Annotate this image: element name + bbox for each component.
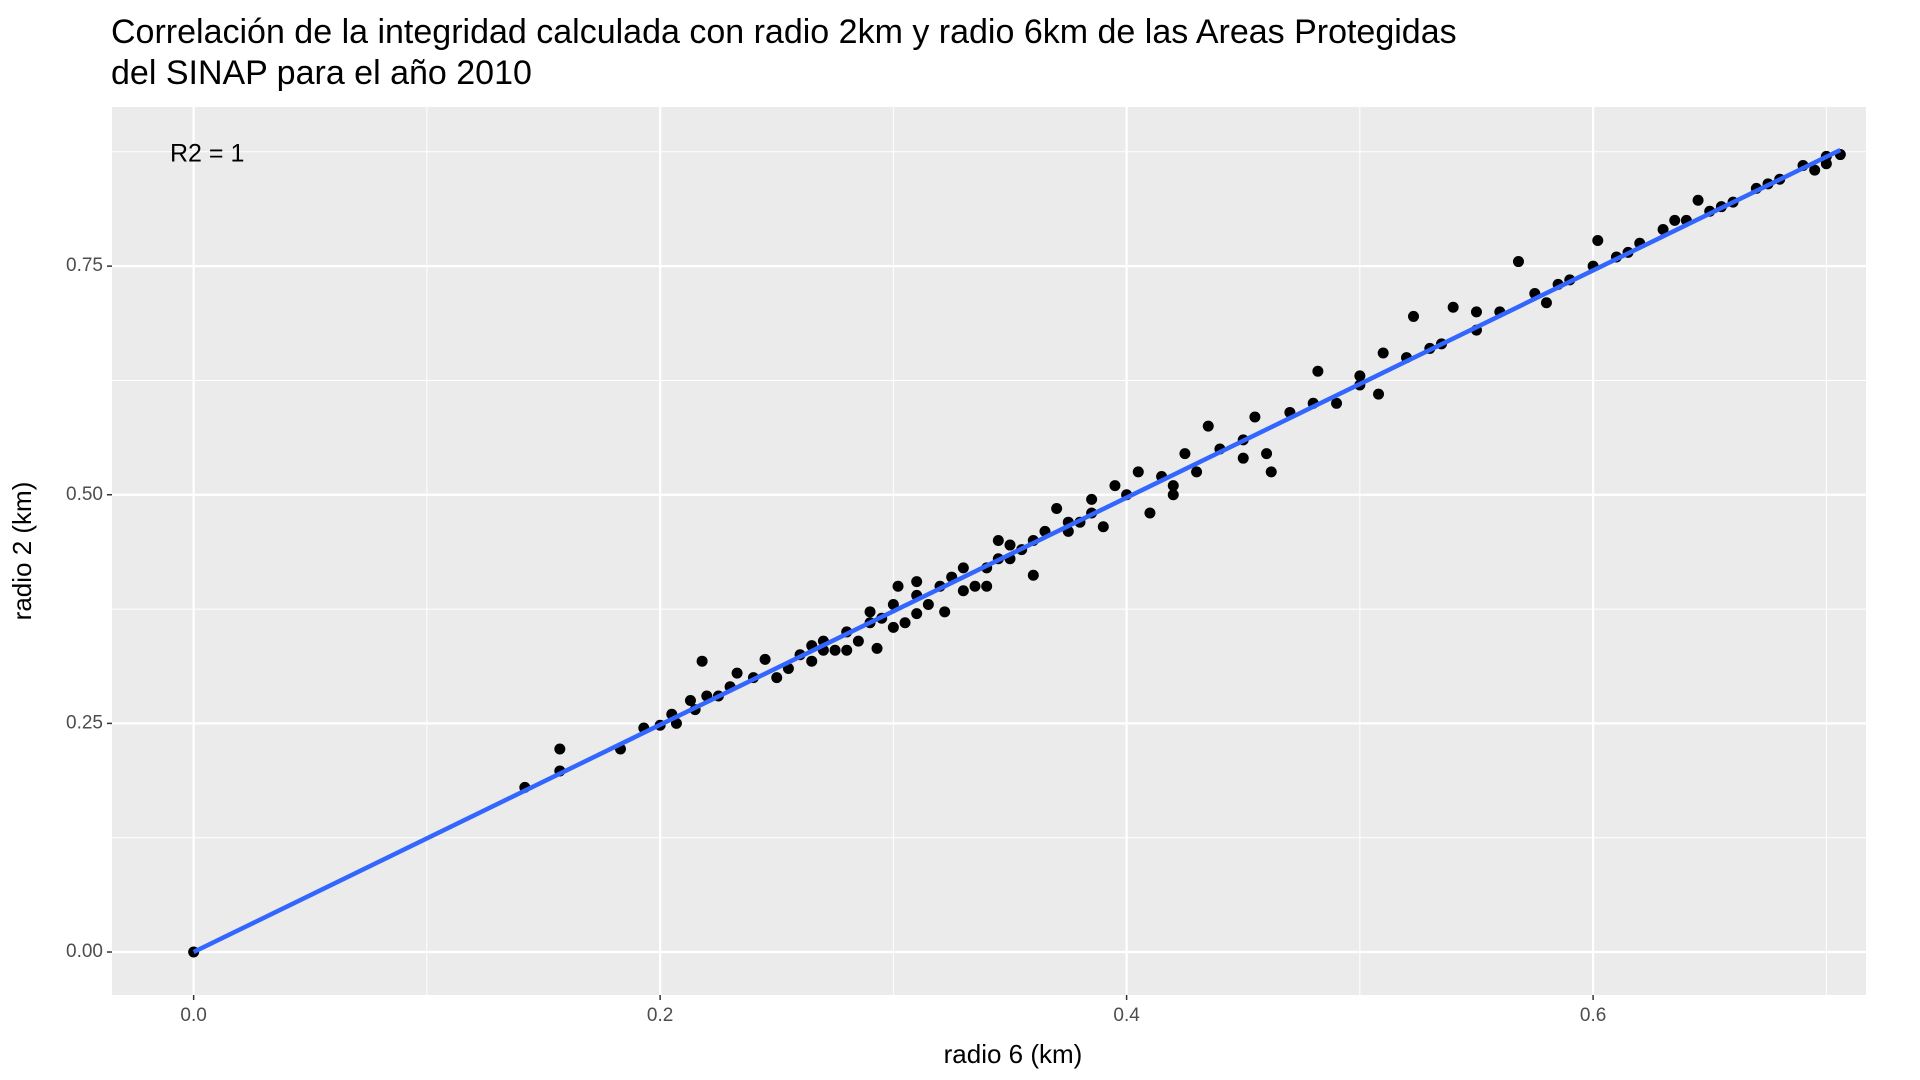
point (1540, 297, 1552, 309)
point (871, 642, 883, 654)
x-axis-title: radio 6 (km) (944, 1039, 1083, 1069)
point (1086, 493, 1098, 505)
y-axis-title: radio 2 (km) (7, 482, 37, 621)
point (1447, 301, 1459, 313)
point (1669, 214, 1681, 226)
point (806, 655, 818, 667)
annotation: R2 = 1 (170, 140, 244, 168)
point (731, 667, 743, 679)
point (939, 606, 951, 618)
point (1144, 507, 1156, 519)
point (1312, 365, 1324, 377)
chart-title: Correlación de la integridad calculada c… (111, 13, 1457, 92)
point (1179, 448, 1191, 460)
x-tick-label: 0.4 (1113, 1005, 1140, 1026)
point (911, 576, 923, 588)
point (852, 635, 864, 647)
x-tick-label: 0.2 (647, 1005, 673, 1026)
point (1265, 466, 1277, 478)
point (841, 644, 853, 656)
point (554, 743, 566, 755)
y-tick-label: 0.75 (66, 255, 103, 276)
y-tick-label: 0.25 (66, 712, 103, 733)
point (981, 580, 993, 592)
point (911, 608, 923, 620)
point (1809, 164, 1821, 176)
point (887, 621, 899, 633)
point (696, 655, 708, 667)
point (969, 580, 981, 592)
point (1470, 306, 1482, 318)
point (1592, 235, 1604, 247)
point (771, 672, 783, 684)
point (1377, 347, 1389, 359)
point (957, 585, 969, 597)
point (1373, 388, 1385, 400)
point (1408, 310, 1420, 322)
point (1202, 420, 1214, 432)
y-tick-label: 0.00 (66, 941, 103, 962)
point (992, 534, 1004, 546)
point (922, 598, 934, 610)
point (1027, 569, 1039, 581)
point (892, 580, 904, 592)
point (1249, 411, 1261, 423)
trend-line (192, 147, 1842, 955)
point (899, 617, 911, 629)
x-tick-label: 0.0 (180, 1005, 206, 1026)
point (1109, 480, 1121, 492)
point (1167, 489, 1179, 501)
point (1692, 194, 1704, 206)
point (1051, 502, 1063, 514)
point (1237, 452, 1249, 464)
y-tick-label: 0.50 (66, 484, 103, 505)
point (1512, 256, 1524, 268)
x-tick-label: 0.6 (1580, 1005, 1606, 1026)
point (1132, 466, 1144, 478)
point (759, 653, 771, 665)
point (1097, 521, 1109, 533)
point (684, 695, 696, 707)
point (957, 562, 969, 574)
point (1261, 448, 1273, 460)
point (1167, 480, 1179, 492)
point (1354, 370, 1366, 382)
point (1820, 158, 1832, 170)
point (887, 598, 899, 610)
point (1331, 397, 1343, 409)
point (1657, 224, 1669, 236)
point (829, 644, 841, 656)
point (1004, 539, 1016, 551)
point (1191, 466, 1203, 478)
point (864, 606, 876, 618)
